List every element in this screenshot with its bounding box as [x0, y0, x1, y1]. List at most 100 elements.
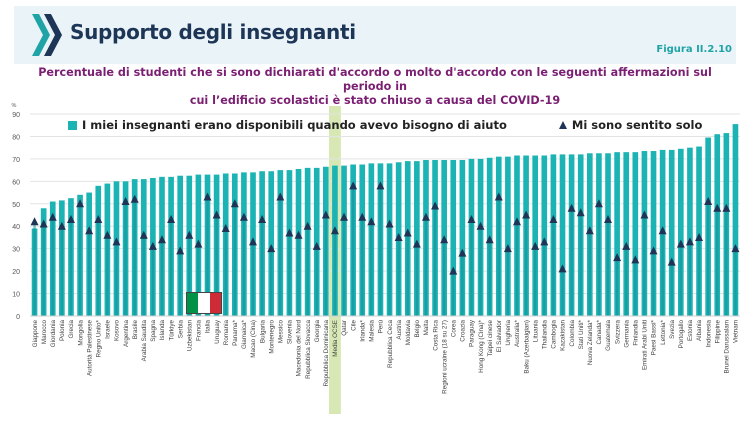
triangle-marker [640, 210, 649, 219]
triangle-marker [121, 197, 130, 206]
y-tick-label: 50 [12, 202, 20, 209]
legend-item-teachers-available: I miei insegnanti erano disponibili quan… [68, 118, 507, 132]
bar [532, 155, 539, 316]
marker-stem [215, 215, 218, 316]
triangle-marker [394, 232, 403, 241]
x-tick-label: Kosovo [114, 320, 121, 342]
bar [268, 171, 275, 316]
x-tick-label: Slovenia [287, 320, 294, 345]
x-tick-label: Regno Unito* [95, 319, 102, 357]
x-tick-label: Belgio [414, 320, 421, 338]
x-tick-label: Australia* [514, 319, 521, 346]
x-tick-label: Estonia [687, 320, 694, 342]
marker-stem [124, 201, 127, 316]
triangle-marker [467, 214, 476, 223]
x-tick-label: Grecia [68, 320, 75, 339]
x-tick-label: Brunei Darussalam [724, 320, 731, 374]
marker-stem [251, 241, 255, 316]
marker-stem [488, 239, 491, 316]
bar [505, 156, 511, 316]
marker-stem [706, 201, 710, 316]
x-tick-label: Austria [396, 320, 403, 340]
triangle-marker [276, 192, 285, 201]
marker-stem [561, 268, 564, 316]
marker-stem [351, 185, 355, 316]
marker-stem [370, 221, 373, 316]
header-band [14, 6, 736, 64]
triangle-marker [103, 230, 112, 239]
bar [623, 152, 630, 316]
triangle-marker [221, 223, 230, 232]
bar [687, 147, 693, 316]
marker-stem [452, 271, 455, 316]
triangle-marker [503, 244, 512, 253]
y-tick-label: 70 [12, 157, 20, 164]
x-tick-label: Colombia [569, 320, 576, 347]
flag-red-stripe [209, 293, 221, 313]
legend-item-felt-lonely: Mi sono sentito solo [558, 118, 702, 132]
x-tick-label: Israele [105, 320, 112, 339]
subtitle-line-1: Percentuale di studenti che si sono dich… [38, 66, 712, 93]
marker-stem [160, 239, 164, 316]
bar [559, 154, 566, 316]
bar [668, 149, 675, 316]
marker-stem [470, 219, 473, 316]
x-tick-label: Filippine [714, 320, 721, 344]
x-tick-label: Paraguay [469, 319, 476, 347]
x-tick-label: Romania [223, 320, 230, 346]
x-tick-label: Islanda [159, 320, 166, 341]
marker-stem [634, 259, 637, 316]
x-tick-label: Malta [423, 320, 430, 336]
marker-stem [388, 223, 391, 316]
x-tick-label: Canada* [596, 319, 603, 344]
x-tick-label: Finlandia [633, 320, 640, 346]
bar [541, 155, 548, 316]
marker-stem [270, 248, 273, 316]
x-tick-label: Macedonia del Nord [296, 320, 303, 377]
marker-stem [625, 246, 628, 316]
x-tick-label: Indonesia [705, 320, 712, 348]
marker-stem [260, 219, 264, 316]
x-tick-label: Qatar [341, 320, 348, 336]
marker-stem [442, 239, 446, 316]
triangle-marker [685, 237, 694, 246]
y-tick-label: 20 [12, 269, 20, 276]
triangle-marker [549, 214, 558, 223]
marker-stem [597, 203, 601, 316]
triangle-marker [412, 239, 421, 248]
x-tick-label: Marocco [41, 320, 48, 345]
x-tick-label: Nuova Zelanda* [587, 319, 594, 365]
marker-stem [342, 217, 346, 316]
triangle-marker [704, 197, 713, 206]
bar [678, 148, 684, 316]
marker-stem [279, 197, 282, 316]
marker-stem [106, 235, 109, 316]
x-tick-label: Cile [350, 320, 357, 331]
x-tick-label: Kazakistan [560, 320, 567, 351]
triangle-marker [176, 246, 185, 255]
legend-bar-swatch-icon [68, 120, 77, 130]
triangle-marker [212, 210, 221, 219]
bar [450, 160, 457, 316]
triangle-marker [94, 214, 103, 223]
triangle-marker [112, 237, 121, 246]
x-tick-label: Corea [450, 320, 457, 338]
triangle-marker [294, 230, 303, 239]
marker-stem [415, 244, 419, 316]
marker-stem [579, 212, 582, 316]
x-tick-label: Repubblica Dominicana [323, 320, 330, 387]
triangle-marker [321, 210, 330, 219]
triangle-marker [695, 232, 704, 241]
x-tick-label: Georgia [314, 320, 321, 343]
x-tick-label: Moldavia [405, 320, 412, 346]
x-tick-label: Repubblica Ceca [387, 320, 394, 368]
triangle-marker [458, 248, 467, 257]
marker-stem [333, 230, 337, 316]
triangle-marker [285, 228, 294, 237]
triangle-marker [167, 214, 176, 223]
triangle-marker [340, 212, 349, 221]
oecd-logo-icon [32, 14, 62, 56]
marker-stem [242, 217, 246, 316]
marker-stem [288, 232, 291, 316]
marker-stem [734, 248, 737, 316]
